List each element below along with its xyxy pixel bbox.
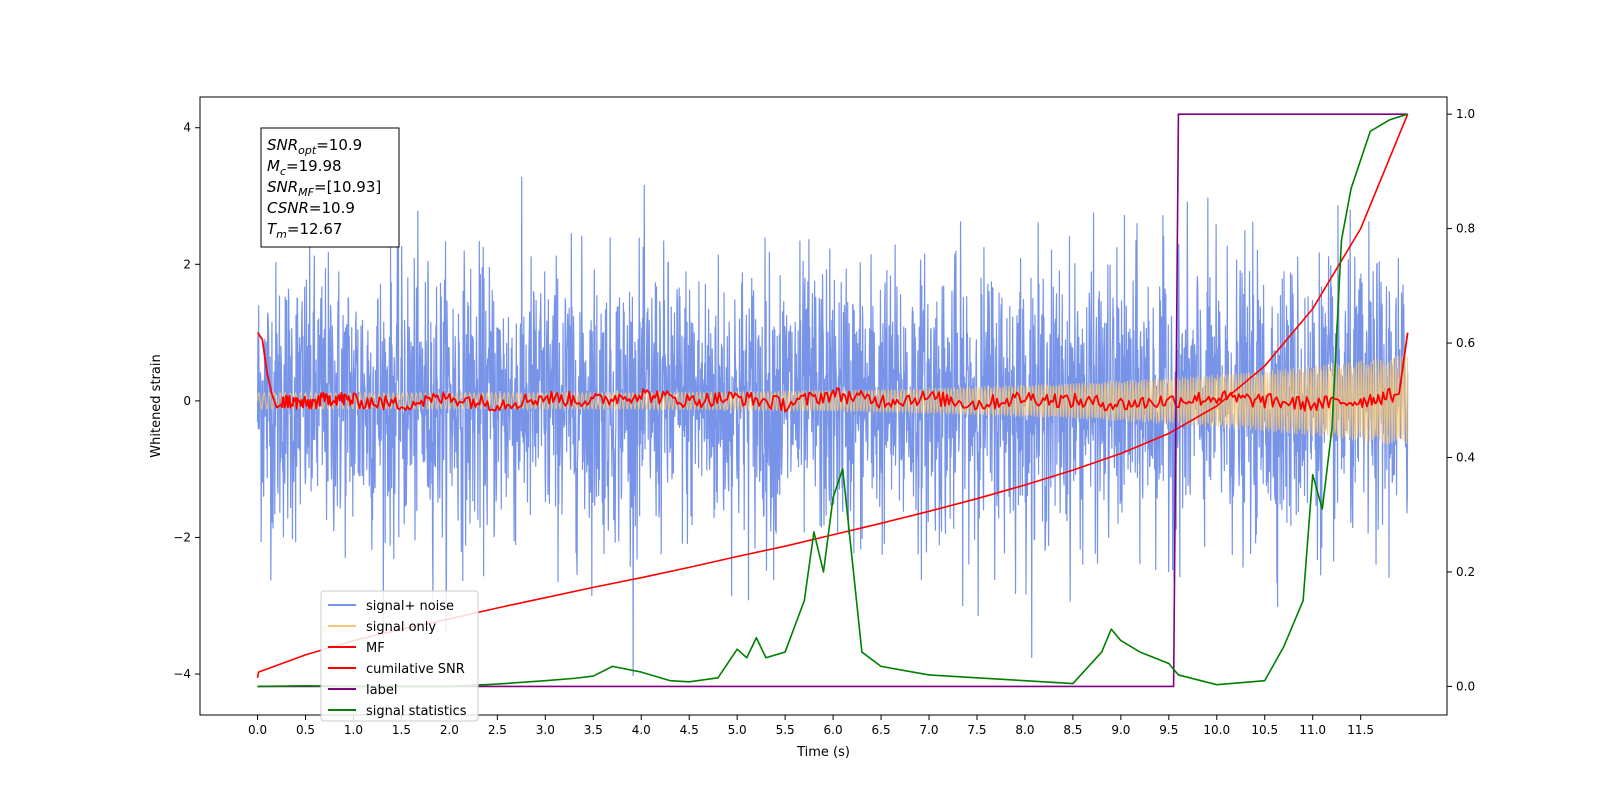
- plot-frame: [199, 96, 1448, 716]
- annotation-line: SNRopt=10.9: [267, 136, 362, 157]
- y2-tick-label: 0.6: [1456, 336, 1475, 350]
- legend-entry: signal+ noise: [366, 599, 454, 614]
- x-tick-label: 1.5: [392, 723, 411, 737]
- x-tick-label: 10.0: [1203, 723, 1230, 737]
- legend-entry: label: [366, 683, 397, 698]
- annotation-box: [260, 127, 400, 248]
- series-label: [257, 113, 1408, 688]
- legend-entry: signal statistics: [366, 704, 467, 719]
- x-tick-label: 3.0: [536, 723, 555, 737]
- y2-tick-label: 0.4: [1456, 451, 1475, 465]
- x-tick-label: 1.0: [344, 723, 363, 737]
- legend-entry: signal only: [366, 620, 436, 635]
- legend: [320, 590, 479, 722]
- y2-tick-label: 0.2: [1456, 565, 1475, 579]
- x-tick-label: 8.0: [1015, 723, 1034, 737]
- y-axis-label: Whitened strain: [149, 354, 164, 457]
- x-tick-label: 7.0: [919, 723, 938, 737]
- x-tick-label: 6.0: [824, 723, 843, 737]
- x-tick-label: 5.5: [776, 723, 795, 737]
- annotation-line: SNRMF=[10.93]: [267, 178, 381, 199]
- x-tick-label: 4.5: [680, 723, 699, 737]
- annotation-line: Tm=12.67: [267, 220, 342, 241]
- y-tick-label: 4: [183, 121, 191, 135]
- x-tick-label: 2.0: [440, 723, 459, 737]
- x-tick-label: 0.5: [296, 723, 315, 737]
- annotation-line: CSNR=10.9: [267, 199, 355, 217]
- x-tick-label: 2.5: [488, 723, 507, 737]
- annotation-line: Mc=19.98: [267, 157, 342, 178]
- x-tick-label: 9.0: [1111, 723, 1130, 737]
- x-tick-label: 8.5: [1063, 723, 1082, 737]
- legend-entry: MF: [366, 641, 385, 656]
- y-tick-label: −2: [173, 530, 191, 544]
- y2-tick-label: 1.0: [1456, 107, 1475, 121]
- y2-tick-label: 0.8: [1456, 222, 1475, 236]
- x-tick-label: 0.0: [248, 723, 267, 737]
- x-tick-label: 7.5: [967, 723, 986, 737]
- y2-tick-label: 0.0: [1456, 679, 1475, 693]
- x-tick-label: 6.5: [872, 723, 891, 737]
- series-signal-noise: [256, 176, 1409, 677]
- y-tick-label: 2: [183, 257, 191, 271]
- x-tick-label: 5.0: [728, 723, 747, 737]
- series-signal-statistics: [257, 113, 1408, 688]
- legend-entry: cumilative SNR: [366, 662, 465, 677]
- x-tick-label: 9.5: [1159, 723, 1178, 737]
- y-tick-label: 0: [183, 394, 191, 408]
- x-tick-label: 4.0: [632, 723, 651, 737]
- x-axis-label: Time (s): [796, 745, 850, 760]
- x-tick-label: 11.0: [1299, 723, 1326, 737]
- series-mf: [256, 331, 1409, 413]
- x-tick-label: 10.5: [1251, 723, 1278, 737]
- y-tick-label: −4: [173, 667, 191, 681]
- x-tick-label: 11.5: [1347, 723, 1374, 737]
- x-tick-label: 3.5: [584, 723, 603, 737]
